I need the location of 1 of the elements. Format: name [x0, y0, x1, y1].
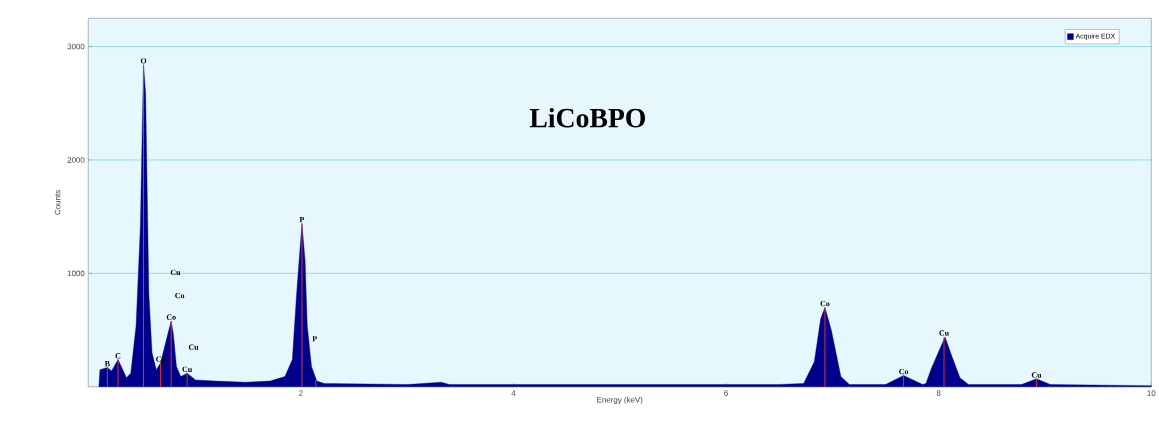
text: LiCoBPO [529, 107, 646, 128]
